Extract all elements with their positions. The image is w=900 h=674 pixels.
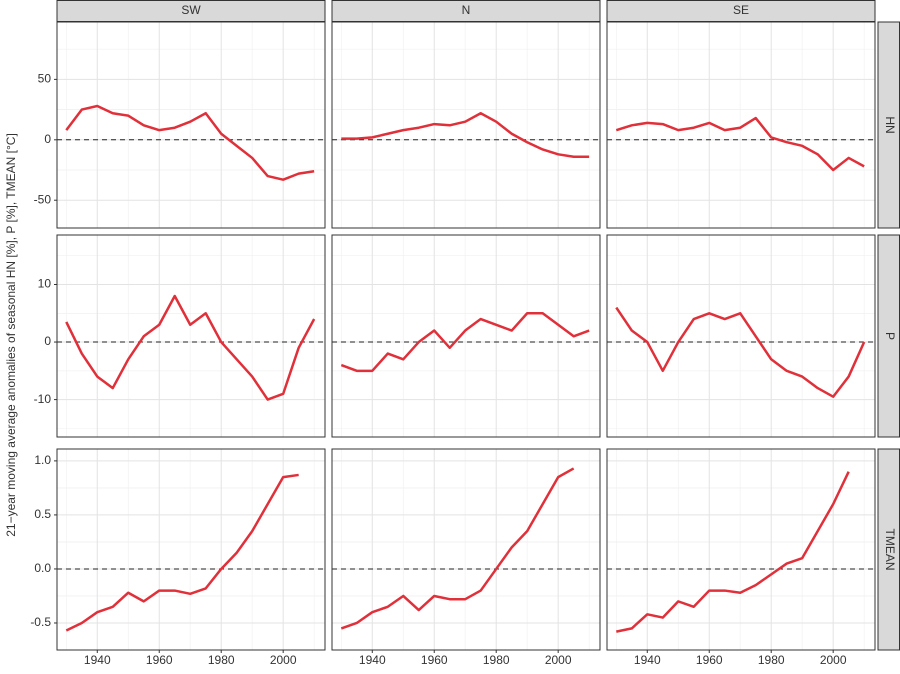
panel-frame (56, 21, 326, 229)
panel-frame (56, 234, 326, 438)
row-strip-label: TMEAN (883, 529, 897, 571)
column-strip-label: N (462, 3, 471, 17)
mean-line (340, 312, 590, 373)
x-tick-label: 1940 (634, 653, 661, 667)
panel-frame (606, 21, 876, 229)
row-strip-label: P (883, 332, 897, 340)
x-tick-label: 1940 (84, 653, 111, 667)
panel-frame (606, 234, 876, 438)
mean-line (341, 111, 590, 158)
x-tick-label: 2000 (270, 653, 297, 667)
y-tick-label: -10 (34, 392, 52, 406)
mean-line (65, 294, 316, 401)
x-tick-label: 1980 (758, 653, 785, 667)
x-tick-label: 1980 (208, 653, 235, 667)
y-tick-label: 0 (44, 334, 51, 348)
y-tick-label: -50 (34, 192, 52, 206)
column-strip-label: SE (733, 3, 749, 17)
panel-frame (331, 234, 601, 438)
mean-line (616, 471, 850, 633)
mean-line (65, 473, 299, 632)
x-tick-label: 2000 (820, 653, 847, 667)
mean-line (615, 306, 866, 398)
panel-frame (331, 21, 601, 229)
row-strip-label: HN (883, 116, 897, 133)
y-tick-label: -0.5 (30, 615, 51, 629)
y-tick-label: 10 (38, 277, 52, 291)
y-tick-label: 0.0 (34, 561, 51, 575)
x-tick-label: 1960 (421, 653, 448, 667)
y-tick-label: 0 (44, 132, 51, 146)
y-tick-label: 1.0 (34, 453, 51, 467)
panel-frame (606, 448, 876, 651)
x-tick-label: 2000 (545, 653, 572, 667)
x-tick-label: 1940 (359, 653, 386, 667)
y-axis-label: 21−year moving average anomalies of seas… (4, 133, 18, 537)
y-tick-label: 0.5 (34, 507, 51, 521)
y-tick-label: 50 (38, 72, 52, 86)
panel-frame (331, 448, 601, 651)
mean-line (615, 116, 865, 172)
mean-line (65, 104, 315, 181)
x-tick-label: 1960 (146, 653, 173, 667)
panel-frame (56, 448, 326, 651)
mean-line (340, 467, 575, 630)
x-tick-label: 1980 (483, 653, 510, 667)
x-tick-label: 1960 (696, 653, 723, 667)
column-strip-label: SW (181, 3, 201, 17)
